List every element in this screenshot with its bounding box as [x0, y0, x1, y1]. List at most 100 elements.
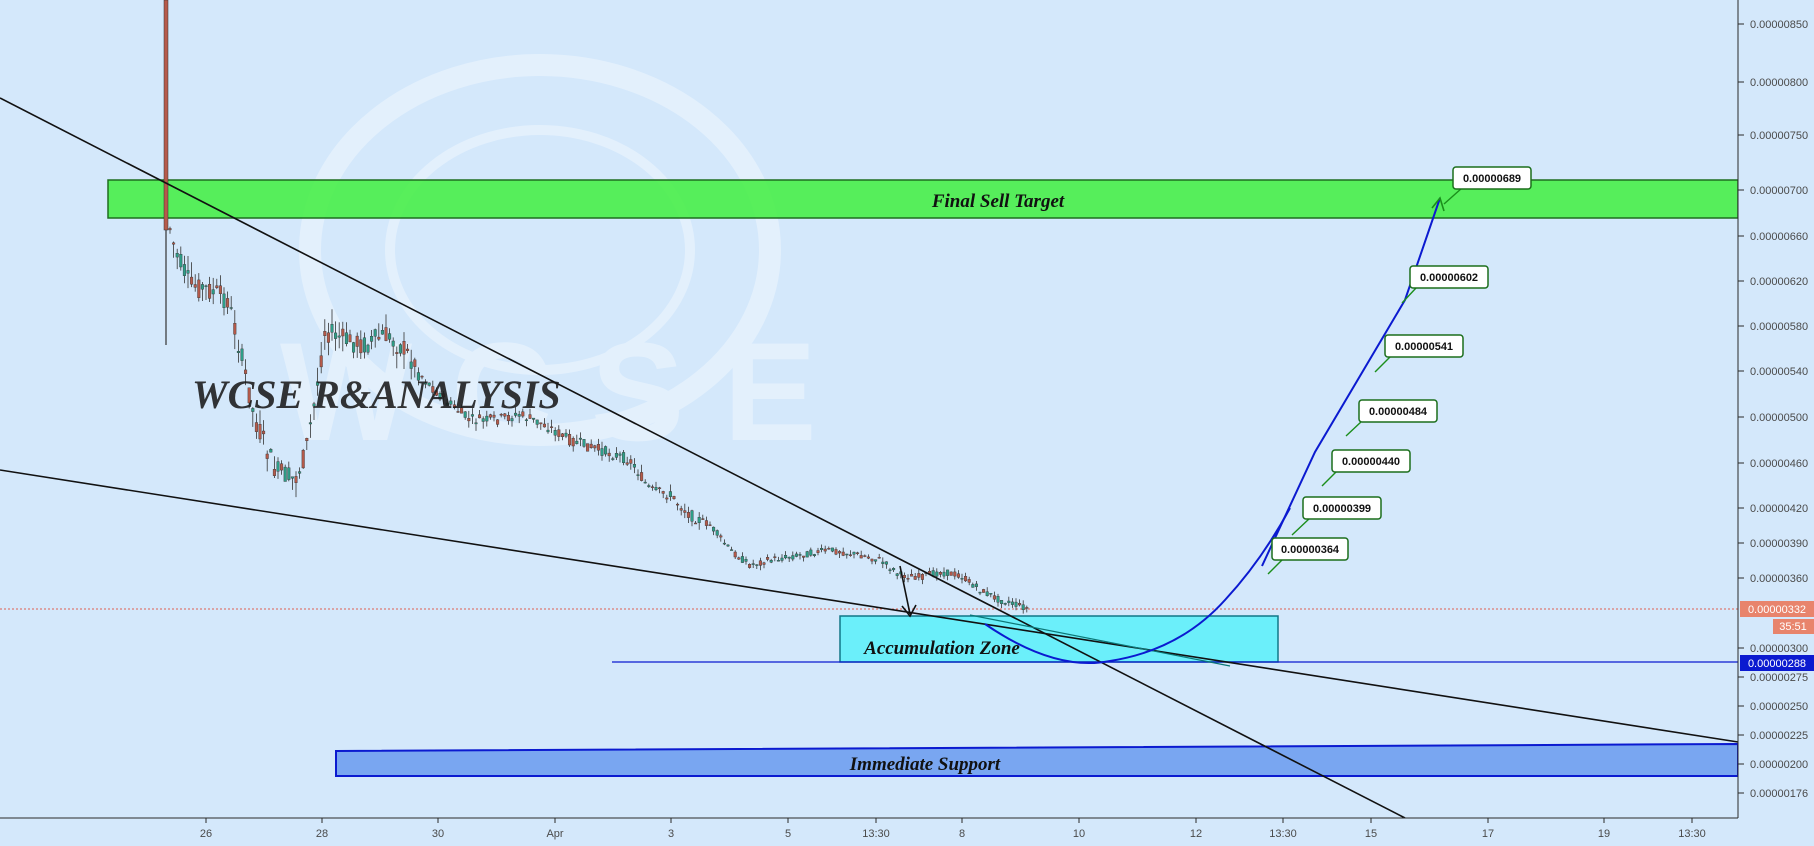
time-axis[interactable]: 26 28 30 Apr 3 5 13:30 8 10 12 13:30 15 17 19 13:30	[0, 817, 1738, 846]
y-tick-label: 0.00000275	[1750, 672, 1808, 684]
candle-body	[604, 446, 608, 455]
candle-body	[769, 560, 773, 563]
candle-body	[946, 569, 950, 576]
candle-body	[805, 551, 809, 558]
candle-body	[834, 549, 838, 555]
candle-body	[337, 335, 341, 338]
candle-body	[589, 443, 593, 449]
candle-body	[1010, 601, 1014, 605]
candle-body	[481, 418, 485, 422]
candle-body	[863, 555, 867, 557]
y-tick-label: 0.00000700	[1750, 185, 1808, 197]
y-tick-label: 0.00000200	[1750, 759, 1808, 771]
logo-watermark: W C S E	[280, 54, 817, 470]
candle-body	[654, 487, 658, 491]
candle-body	[787, 556, 791, 559]
candle-body	[636, 474, 640, 476]
candle-body	[888, 569, 892, 571]
projection-curve	[984, 507, 1291, 665]
candle-body	[762, 562, 766, 565]
countdown-value: 35:51	[1779, 621, 1807, 633]
projection-path	[1261, 197, 1441, 567]
countdown-badge	[1773, 619, 1814, 634]
candle-body	[848, 554, 852, 556]
candle-body	[841, 551, 845, 556]
candle-body	[596, 444, 600, 451]
candle-body	[532, 417, 536, 420]
target-label-440: 0.00000440	[1342, 456, 1400, 468]
candle-body	[859, 555, 863, 559]
candle-body	[406, 348, 410, 351]
candle-body-spike	[163, 0, 169, 231]
x-ticks-layer: 26 28 30 Apr 3 5 13:30 8 10 12 13:30 15 17 19 13:30	[200, 818, 1706, 840]
candle-body	[625, 462, 629, 465]
y-tick-label: 0.00000360	[1750, 573, 1808, 585]
upper-trendline	[0, 97, 1406, 819]
x-tick-label: 17	[1482, 828, 1494, 840]
candle-body	[665, 497, 669, 500]
candle-body	[650, 486, 654, 488]
candle-body	[485, 415, 489, 422]
target-label-602: 0.00000602	[1420, 272, 1478, 284]
candle-body	[294, 476, 298, 483]
target-label-399: 0.00000399	[1313, 503, 1371, 515]
candle-body	[852, 551, 856, 555]
candle-body	[920, 574, 924, 580]
support-price-badge	[1740, 655, 1814, 671]
candle-body	[262, 430, 266, 435]
x-tick-label: 13:30	[862, 828, 890, 840]
candle-body	[168, 228, 172, 231]
candle-body	[190, 276, 194, 285]
candle-body	[535, 419, 539, 425]
candle-body	[276, 461, 280, 472]
candle-body	[953, 571, 957, 577]
candle-body	[773, 556, 777, 559]
candle-body	[474, 422, 478, 425]
x-tick-label: 5	[785, 828, 791, 840]
candle-body	[701, 518, 705, 520]
candle-body	[323, 331, 327, 336]
candle-body	[478, 414, 482, 419]
candle-body	[938, 572, 942, 575]
candle-body	[233, 323, 237, 335]
candle-body	[791, 555, 795, 560]
candle-body	[550, 426, 554, 428]
y-tick-label: 0.00000540	[1750, 366, 1808, 378]
target-callout-399: 0.00000399	[1291, 496, 1382, 536]
candles-layer	[163, 0, 1029, 614]
x-tick-label: 26	[200, 828, 212, 840]
candle-body	[557, 429, 561, 437]
candle-body	[658, 487, 662, 489]
candle-body	[388, 333, 392, 340]
zones-layer	[107, 179, 1739, 777]
candle-body	[330, 324, 334, 333]
candle-body	[348, 334, 352, 343]
candle-body	[722, 542, 726, 545]
candle-body	[676, 503, 680, 506]
candle-body	[751, 563, 755, 565]
support-price-value: 0.00000288	[1748, 658, 1806, 670]
candle-body	[496, 419, 500, 425]
candle-body	[661, 491, 665, 494]
target-label-689: 0.00000689	[1463, 173, 1521, 185]
candle-body	[229, 307, 233, 309]
candle-body	[236, 351, 240, 353]
candle-body	[204, 285, 208, 287]
candle-body	[856, 552, 860, 554]
candle-body	[179, 253, 183, 268]
price-axis[interactable]: 0.00000850 0.00000800 0.00000750 0.00000700…	[1737, 0, 1814, 846]
candle-body	[571, 438, 575, 447]
y-tick-label: 0.00000176	[1750, 788, 1808, 800]
candle-body	[910, 574, 914, 577]
candle-body	[186, 270, 190, 274]
svg-text:W C S E: W C S E	[280, 313, 817, 470]
candle-body	[334, 332, 338, 339]
y-tick-label: 0.00000500	[1750, 412, 1808, 424]
candle-body	[377, 336, 381, 340]
candle-body	[942, 571, 946, 577]
candle-body	[416, 372, 420, 381]
candle-body	[373, 329, 377, 337]
y-tick-label: 0.00000660	[1750, 231, 1808, 243]
candle-body	[884, 561, 888, 565]
